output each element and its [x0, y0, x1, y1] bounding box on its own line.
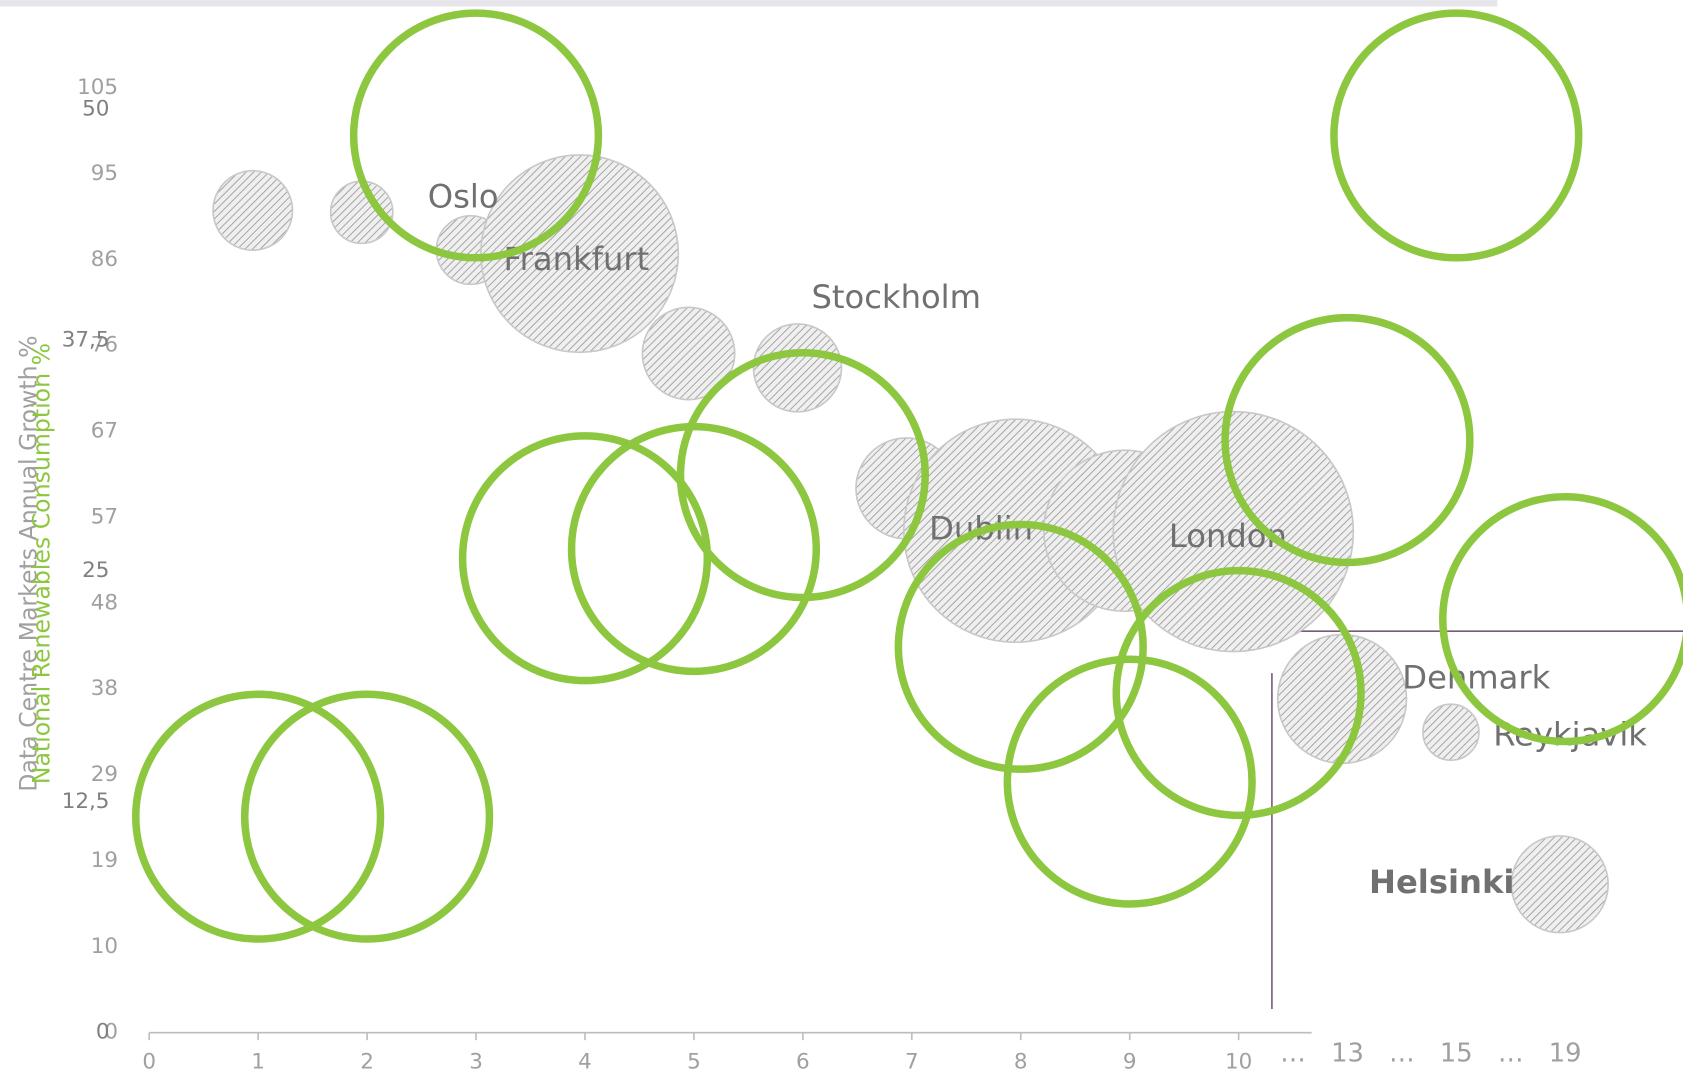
y-tick-label: 29: [91, 762, 118, 787]
y-tick-label: 48: [91, 590, 118, 615]
x-tick-label: 0: [142, 1050, 156, 1075]
y-tick-label: 57: [91, 504, 118, 529]
ring: [1330, 9, 1583, 262]
ring: [676, 349, 929, 602]
y-tick-label: 19: [91, 848, 118, 873]
x-tick-label: 6: [796, 1050, 810, 1075]
y2-axis-title: National Renewables Consumption %: [27, 343, 55, 784]
y2-tick-label: 50: [82, 97, 109, 122]
y2-tick-label: 37,5: [62, 327, 110, 352]
x-tick-label: 8: [1014, 1050, 1028, 1075]
ring: [458, 432, 712, 685]
bubble: [1422, 703, 1480, 762]
bubble: [212, 169, 294, 251]
x-tick-label: …: [1389, 1039, 1415, 1069]
ring: [132, 690, 385, 943]
ring: [349, 9, 603, 262]
bubble: [752, 323, 843, 413]
x-tick-label: 1: [251, 1050, 265, 1075]
y-tick-label: 95: [91, 161, 118, 186]
ring: [1221, 313, 1474, 567]
ring: [240, 690, 494, 943]
ring: [1439, 493, 1683, 746]
ring: [894, 520, 1147, 773]
x-tick-label: …: [1280, 1039, 1306, 1069]
x-tick-label: 15: [1440, 1039, 1473, 1069]
bubble-label: Oslo: [428, 178, 499, 216]
ring: [567, 422, 821, 676]
y-tick-label: 86: [91, 247, 118, 272]
y-tick-label: 10: [91, 934, 118, 959]
x-tick-label: 2: [360, 1050, 374, 1075]
y-axis-title: Data Centre Markets Annual Growth %: [15, 335, 43, 791]
x-tick-label: 5: [687, 1050, 701, 1075]
x-tick-label: …: [1498, 1039, 1524, 1069]
bubble: [1276, 633, 1408, 765]
x-tick-label: 19: [1549, 1039, 1582, 1069]
bubble: [1510, 835, 1609, 934]
y-tick-label: 38: [91, 676, 118, 701]
x-tick-label: 9: [1123, 1050, 1137, 1075]
x-tick-label: 13: [1331, 1039, 1364, 1069]
bubble-label: Helsinki: [1369, 863, 1514, 901]
y2-tick-label: 0: [96, 1020, 110, 1045]
y-tick-label: 105: [77, 75, 118, 100]
ring: [1112, 566, 1365, 820]
x-tick-label: 7: [905, 1050, 919, 1075]
y-tick-label: 76: [91, 333, 118, 358]
x-tick-label: 4: [578, 1050, 592, 1075]
y2-tick-label: 25: [82, 558, 109, 583]
bubble: [480, 154, 680, 354]
x-tick-label: 3: [469, 1050, 483, 1075]
bubble-label: Denmark: [1402, 659, 1550, 697]
bubble: [641, 306, 736, 401]
bubble-label: Stockholm: [811, 278, 980, 316]
ring: [1003, 655, 1256, 908]
y-tick-label: 67: [91, 419, 118, 444]
top-bar: [0, 0, 1498, 7]
y2-tick-label: 12,5: [62, 789, 110, 814]
x-tick-label: 10: [1225, 1050, 1252, 1075]
y-tick-label: 0: [104, 1020, 118, 1045]
